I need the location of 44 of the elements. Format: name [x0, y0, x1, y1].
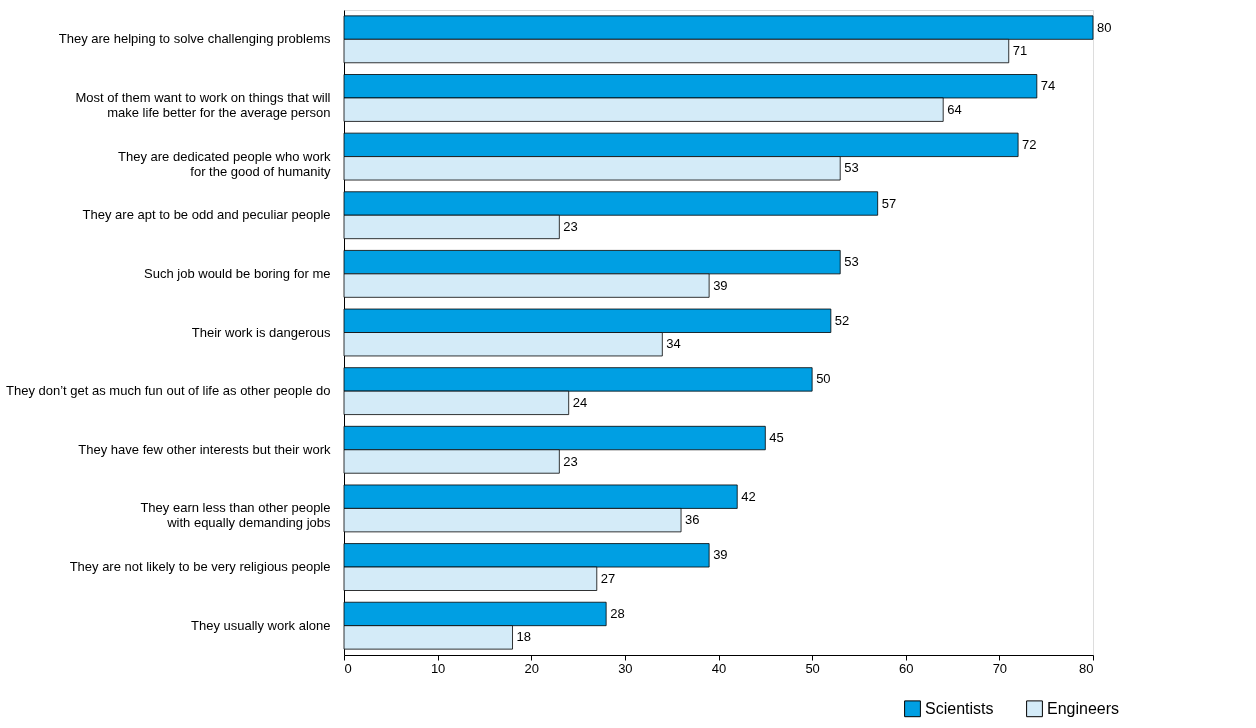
x-tick-label: 10	[430, 660, 446, 676]
y-tick-label: They don’t get as much fun out of life as other people do	[6, 383, 331, 399]
y-tick-label: They are dedicated people who work for the good of humanity	[118, 148, 331, 179]
data-label: 74	[1040, 78, 1056, 94]
data-label: 45	[769, 430, 784, 446]
x-tick-label: 70	[992, 660, 1008, 676]
data-label: 23	[563, 218, 578, 234]
y-tick-label: They have few other interests but their work	[78, 441, 331, 457]
x-tick-label: 50	[805, 660, 820, 676]
data-label: 52	[834, 312, 850, 328]
x-tick-label: 30	[618, 660, 633, 676]
legend-label: Engineers	[1047, 699, 1120, 717]
data-label: 53	[844, 160, 859, 176]
x-tick-label: 80	[1079, 660, 1094, 676]
x-tick-label: 60	[899, 660, 914, 676]
y-tick-label: They are helping to solve challenging problems	[58, 31, 331, 47]
y-tick-label: They usually work alone	[191, 617, 331, 633]
legend-label: Scientists	[925, 699, 994, 717]
data-label: 50	[816, 371, 831, 387]
x-tick-label: 0	[344, 660, 352, 676]
x-tick-label: 40	[711, 660, 727, 676]
data-label: 39	[713, 547, 728, 563]
data-label: 42	[741, 488, 756, 504]
data-label: 24	[572, 394, 588, 410]
data-label: 53	[844, 254, 859, 270]
data-label: 36	[685, 512, 700, 528]
data-label: 57	[881, 195, 897, 211]
data-label: 28	[610, 605, 625, 621]
x-tick-label: 20	[524, 660, 539, 676]
data-label: 27	[600, 570, 616, 586]
data-label: 72	[1022, 136, 1037, 152]
data-label: 39	[713, 277, 728, 293]
y-tick-label: Most of them want to work on things that will make life better for the average person	[75, 89, 331, 120]
data-label: 34	[666, 336, 681, 352]
data-label: 71	[1012, 43, 1028, 59]
data-label: 23	[563, 453, 578, 469]
y-tick-label: They earn less than other people with equally demanding jobs	[140, 500, 331, 531]
data-label: 18	[516, 629, 531, 645]
data-label: 80	[1097, 19, 1112, 35]
data-label: 64	[947, 101, 962, 117]
y-tick-label: They are not likely to be very religious people	[69, 559, 331, 575]
y-tick-label: Such job would be boring for me	[144, 265, 331, 281]
y-tick-label: They are apt to be odd and peculiar people	[82, 207, 331, 223]
y-tick-label: Their work is dangerous	[191, 324, 331, 340]
